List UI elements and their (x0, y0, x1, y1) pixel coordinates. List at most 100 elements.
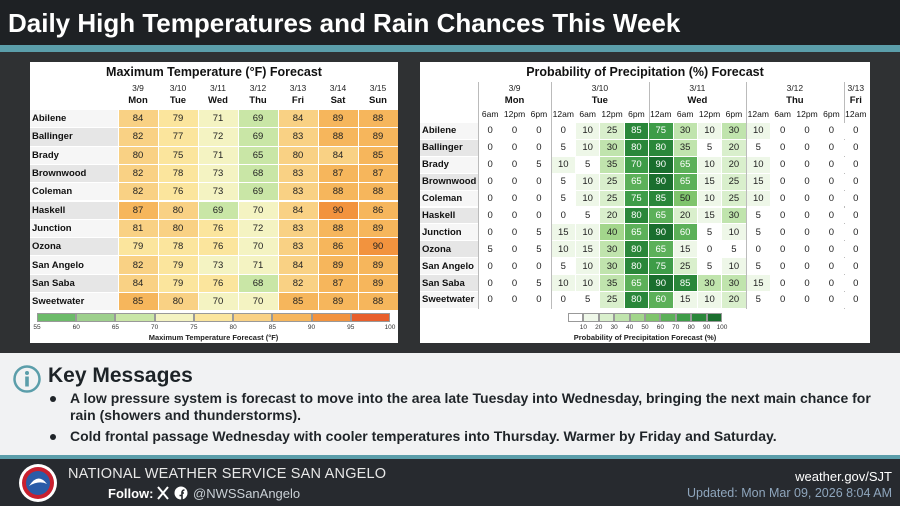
precipitation-cell: 10 (697, 190, 722, 207)
precipitation-cell: 0 (502, 123, 527, 139)
key-messages-title: Key Messages (48, 364, 193, 387)
accent-stripe (0, 45, 900, 52)
table-title: Maximum Temperature (°F) Forecast (106, 65, 322, 79)
colorbar-segment (614, 313, 630, 322)
precipitation-cell: 0 (844, 207, 868, 224)
colorbar-tick-label: 90 (307, 324, 316, 331)
precipitation-cell: 0 (795, 275, 819, 291)
precipitation-cell: 80 (624, 292, 649, 308)
precipitation-cell: 0 (527, 258, 551, 275)
colorbar-segment (311, 313, 351, 322)
temperature-cell: 82 (118, 256, 158, 274)
temperature-cell: 82 (118, 183, 158, 201)
precipitation-cell: 80 (624, 139, 649, 156)
precipitation-cell: 65 (673, 156, 697, 173)
date-header: 3/13 (289, 82, 307, 93)
precipitation-cell: 0 (502, 275, 527, 291)
colorbar-tick-label: 100 (384, 324, 396, 331)
time-header: 6am (579, 109, 596, 119)
colorbar-tick-label: 65 (111, 324, 120, 331)
temperature-cell: 84 (118, 274, 158, 292)
precipitation-cell: 0 (795, 258, 819, 275)
precipitation-cell: 75 (649, 258, 673, 275)
colorbar-tick-label: 70 (672, 324, 680, 331)
precipitation-cell: 65 (649, 241, 673, 258)
date-header: 3/14 (329, 82, 347, 93)
precipitation-cell: 0 (771, 224, 795, 241)
precipitation-cell: 90 (649, 156, 673, 173)
date-header: 3/11 (689, 82, 706, 93)
temperature-cell: 84 (318, 146, 358, 164)
precipitation-cell: 0 (844, 156, 868, 173)
table-title: Probability of Precipitation (%) Forecas… (526, 65, 764, 79)
colorbar-segment (568, 313, 584, 322)
day-header: Tue (591, 94, 608, 106)
precipitation-cell: 0 (795, 190, 819, 207)
precipitation-cell: 60 (673, 224, 697, 241)
temperature-cell: 69 (238, 128, 278, 146)
temperature-cell: 79 (118, 238, 158, 256)
precipitation-cell: 0 (795, 241, 819, 258)
precipitation-cell: 0 (819, 123, 844, 139)
temperature-cell: 76 (198, 238, 238, 256)
precipitation-cell: 0 (795, 123, 819, 139)
precipitation-cell: 5 (576, 156, 600, 173)
social-handle[interactable]: @NWSSanAngelo (193, 486, 301, 501)
precipitation-cell: 10 (551, 156, 575, 173)
colorbar-segment (193, 313, 234, 322)
precipitation-cell: 0 (527, 173, 551, 190)
temperature-cell: 78 (158, 238, 198, 256)
precipitation-cell: 0 (771, 275, 795, 291)
precipitation-cell: 0 (478, 207, 502, 224)
temperature-cell: 69 (198, 201, 238, 219)
time-header: 12pm (796, 109, 818, 119)
social-icons[interactable] (157, 486, 189, 500)
date-header: 3/10 (591, 82, 609, 93)
temperature-cell: 73 (198, 256, 238, 274)
city-name: Brady (30, 146, 118, 164)
colorbar-tick-label: 70 (151, 324, 159, 331)
precipitation-cell: 0 (551, 207, 575, 224)
colorbar-tick-label: 95 (347, 324, 355, 331)
precipitation-cell: 0 (771, 241, 795, 258)
precipitation-cell: 0 (502, 190, 527, 207)
precipitation-cell: 65 (673, 173, 697, 190)
temperature-cell: 88 (358, 293, 398, 311)
precipitation-cell: 35 (673, 139, 697, 156)
precipitation-cell: 75 (649, 123, 673, 139)
precipitation-cell: 0 (844, 139, 868, 156)
temperature-cell: 78 (158, 164, 198, 183)
colorbar-segment (645, 313, 661, 322)
temperature-cell: 75 (158, 146, 198, 164)
precipitation-cell: 40 (600, 224, 624, 241)
temperature-cell: 71 (198, 146, 238, 164)
precipitation-cell: 0 (819, 190, 844, 207)
precipitation-cell: 0 (502, 241, 527, 258)
precipitation-cell: 0 (502, 139, 527, 156)
precipitation-cell: 25 (722, 173, 746, 190)
precipitation-cell: 35 (600, 156, 624, 173)
precipitation-cell: 15 (673, 292, 697, 308)
precipitation-cell: 0 (697, 241, 722, 258)
temperature-cell: 87 (318, 274, 358, 292)
page-title: Daily High Temperatures and Rain Chances… (8, 8, 681, 38)
precipitation-cell: 0 (795, 139, 819, 156)
temperature-cell: 65 (238, 146, 278, 164)
precipitation-cell: 0 (478, 139, 502, 156)
colorbar-label: Maximum Temperature Forecast (°F) (148, 332, 279, 342)
colorbar-tick-label: 30 (610, 324, 618, 331)
temperature-cell: 85 (358, 146, 398, 164)
precipitation-cell: 0 (771, 207, 795, 224)
colorbar-segment (350, 313, 390, 322)
precipitation-cell: 0 (478, 275, 502, 291)
temperature-cell: 81 (118, 219, 158, 238)
precipitation-cell: 30 (722, 207, 746, 224)
colorbar-segment (660, 313, 676, 322)
temperature-cell: 88 (358, 183, 398, 201)
time-header: 12pm (601, 109, 623, 119)
bullet (50, 434, 56, 440)
colorbar-tick-label: 20 (595, 324, 603, 331)
city-name: Brady (420, 156, 478, 173)
key-message-text: A low pressure system is forecast to mov… (70, 390, 871, 423)
website[interactable]: weather.gov/SJT (795, 469, 892, 484)
